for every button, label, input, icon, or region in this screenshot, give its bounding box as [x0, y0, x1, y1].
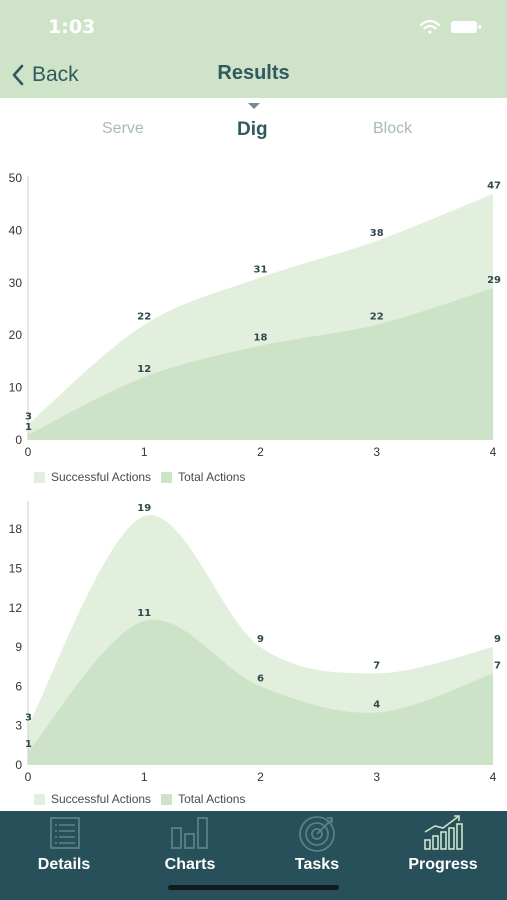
- data-label: 1: [25, 739, 32, 750]
- data-label: 4: [373, 700, 380, 711]
- data-label: 3: [25, 713, 32, 724]
- y-tick-label: 18: [9, 522, 23, 536]
- progress-chart-icon: [424, 815, 463, 850]
- legend-item-total: Total Actions: [161, 792, 245, 806]
- tabbar-progress-label: Progress: [408, 856, 478, 873]
- x-tick-label: 2: [257, 770, 264, 784]
- data-label: 19: [137, 503, 151, 514]
- data-label: 7: [373, 660, 380, 671]
- x-tick-label: 1: [141, 445, 148, 459]
- back-button[interactable]: Back: [10, 60, 79, 90]
- chart-1-legend: Successful Actions Total Actions: [34, 470, 255, 484]
- y-tick-label: 3: [15, 719, 22, 733]
- header: 1:03 Back Results: [0, 0, 507, 98]
- data-label: 1: [25, 422, 32, 433]
- tab-dig[interactable]: Dig: [237, 119, 268, 140]
- data-label: 38: [370, 228, 384, 239]
- tabbar-charts-label: Charts: [164, 856, 216, 873]
- data-label: 9: [257, 634, 264, 645]
- y-tick-label: 20: [9, 328, 23, 342]
- tabbar-progress[interactable]: Progress: [380, 811, 506, 900]
- tabbar-details[interactable]: Details: [1, 811, 127, 900]
- tab-indicator-icon: [248, 103, 260, 109]
- data-label: 12: [137, 364, 151, 375]
- y-tick-label: 0: [15, 433, 22, 447]
- x-tick-label: 1: [141, 770, 148, 784]
- legend-item-successful: Successful Actions: [34, 792, 151, 806]
- x-tick-label: 4: [490, 445, 497, 459]
- area-successful: [28, 288, 493, 440]
- y-tick-label: 6: [15, 679, 22, 693]
- tab-block[interactable]: Block: [373, 120, 413, 137]
- x-tick-label: 4: [490, 770, 497, 784]
- area-successful: [28, 619, 493, 765]
- tabbar-tasks-label: Tasks: [294, 856, 340, 873]
- status-icons: [419, 19, 481, 34]
- tab-serve[interactable]: Serve: [102, 120, 144, 137]
- chevron-left-icon: [12, 64, 24, 86]
- data-label: 29: [487, 275, 501, 286]
- y-tick-label: 9: [15, 640, 22, 654]
- y-tick-label: 10: [9, 381, 23, 395]
- x-tick-label: 3: [373, 445, 380, 459]
- bar-chart-icon: [171, 817, 208, 849]
- data-label: 7: [494, 660, 501, 671]
- data-label: 22: [370, 312, 384, 323]
- data-label: 47: [487, 181, 501, 192]
- y-tick-label: 15: [9, 562, 23, 576]
- target-icon: [299, 816, 335, 852]
- y-tick-label: 40: [9, 223, 23, 237]
- x-tick-label: 0: [25, 445, 32, 459]
- tabbar-tasks[interactable]: Tasks: [254, 811, 380, 900]
- x-tick-label: 0: [25, 770, 32, 784]
- home-indicator: [168, 885, 339, 890]
- y-tick-label: 50: [9, 171, 23, 185]
- back-label: Back: [32, 63, 79, 86]
- x-tick-label: 2: [257, 445, 264, 459]
- tabbar-charts[interactable]: Charts: [127, 811, 253, 900]
- legend-item-successful: Successful Actions: [34, 470, 151, 484]
- chart-2: 0 3 6 9 12 15 18 0 1 2 3 4 1 11 6 4 7 3 19 9 7 9: [0, 495, 507, 785]
- page-title: Results: [217, 62, 290, 84]
- data-label: 6: [257, 673, 264, 684]
- chart-2-legend: Successful Actions Total Actions: [34, 792, 255, 806]
- legend-item-total: Total Actions: [161, 470, 245, 484]
- y-tick-label: 0: [15, 758, 22, 772]
- chart-1: 0 10 20 30 40 50 0 1 2 3 4 1 12 18 22 29 3 22 31 38 47: [0, 170, 507, 460]
- tabbar-details-label: Details: [37, 856, 91, 873]
- data-label: 18: [254, 333, 268, 344]
- wifi-icon: [419, 19, 441, 34]
- data-label: 31: [254, 265, 268, 276]
- x-tick-label: 3: [373, 770, 380, 784]
- data-label: 11: [137, 608, 151, 619]
- data-label: 9: [494, 634, 501, 645]
- data-label: 3: [25, 411, 32, 422]
- status-time: 1:03: [48, 16, 96, 38]
- y-tick-label: 30: [9, 276, 23, 290]
- list-icon: [50, 817, 80, 849]
- y-tick-label: 12: [9, 601, 23, 615]
- data-label: 22: [137, 312, 151, 323]
- battery-icon: [451, 21, 481, 33]
